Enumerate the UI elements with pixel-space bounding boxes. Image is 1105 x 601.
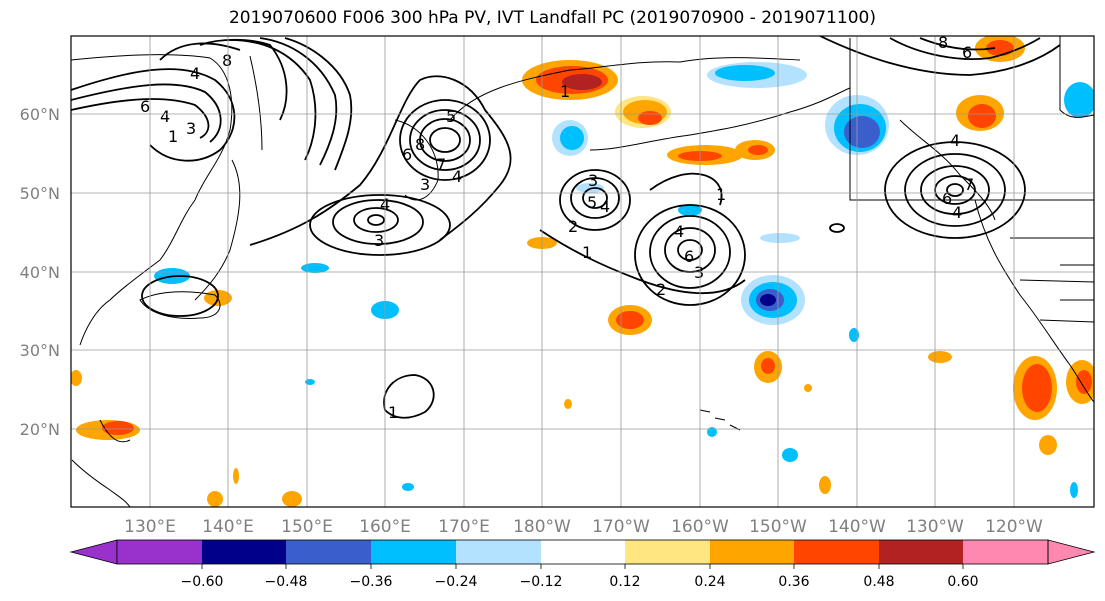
colorbar-segment <box>794 540 879 564</box>
contour-label: 3 <box>186 119 196 138</box>
colorbar-tick-label: 0.60 <box>947 574 978 590</box>
latitude-labels: 60°N 50°N 40°N 30°N 20°N <box>20 105 60 439</box>
contour-label: 7 <box>436 155 446 174</box>
positive-anomaly-blob <box>956 95 1004 131</box>
lon-label: 160°W <box>671 517 729 537</box>
contour-label: 6 <box>402 145 412 164</box>
positive-anomaly-blob <box>975 36 1025 62</box>
contour-label: 4 <box>160 107 170 126</box>
colorbar-segment <box>371 540 456 564</box>
contour-label: 4 <box>600 197 610 216</box>
positive-anomaly-blob <box>754 351 782 383</box>
longitude-labels: 130°E 140°E 150°E 160°E 170°E 180°W 170°… <box>124 517 1043 537</box>
lon-label: 140°E <box>202 517 254 537</box>
colorbar-extend-max <box>1047 539 1096 565</box>
colorbar-segment <box>202 540 286 564</box>
colorbar-segment <box>456 540 541 564</box>
contour-label: 7 <box>964 175 974 194</box>
contour-label: 3 <box>374 231 384 250</box>
contour-label: 1 <box>582 243 592 262</box>
colorbar-tick-label: 0.36 <box>778 574 809 590</box>
lat-label: 40°N <box>20 263 60 282</box>
positive-anomaly-blob <box>76 420 140 440</box>
colorbar-segment <box>541 540 625 564</box>
pv-shading <box>71 36 1094 507</box>
colorbar-tick-label: −0.36 <box>350 574 393 590</box>
colorbar-tick-label: −0.12 <box>520 574 563 590</box>
lon-label: 170°W <box>592 517 650 537</box>
lon-label: 130°W <box>906 517 964 537</box>
colorbar: −0.60 −0.48 −0.36 −0.24 −0.12 0.12 0.24 … <box>69 539 1096 590</box>
contour-label: 2 <box>656 280 666 299</box>
colorbar-segment <box>710 540 794 564</box>
contour-label: 1 <box>388 403 398 422</box>
contour-label: 8 <box>938 33 948 52</box>
lon-label: 140°W <box>828 517 886 537</box>
lon-label: 180°W <box>513 517 571 537</box>
colorbar-tick-label: 0.48 <box>863 574 894 590</box>
colorbar-segment <box>117 540 202 564</box>
contour-label: 8 <box>415 135 425 154</box>
negative-anomaly-blob <box>552 120 588 156</box>
lon-label: 120°W <box>985 517 1043 537</box>
pv-contours <box>71 36 1061 419</box>
positive-anomaly-blob <box>71 237 1057 507</box>
contour-label: 4 <box>452 167 462 186</box>
contour-label: 5 <box>446 107 456 126</box>
colorbar-tick-label: −0.60 <box>181 574 224 590</box>
contour-label: 3 <box>694 263 704 282</box>
colorbar-tick-label: −0.24 <box>435 574 478 590</box>
contour-label: 6 <box>962 43 972 62</box>
contour-label: 1 <box>716 185 726 204</box>
map-title: 2019070600 F006 300 hPa PV, IVT Landfall… <box>228 8 876 28</box>
lat-label: 30°N <box>20 341 60 360</box>
colorbar-tick-label: −0.48 <box>265 574 308 590</box>
graticule <box>71 36 1094 507</box>
contour-label: 4 <box>950 131 960 150</box>
contour-label: 8 <box>222 51 232 70</box>
lat-label: 60°N <box>20 105 60 124</box>
positive-anomaly-blob <box>1013 356 1094 420</box>
contour-label: 4 <box>952 203 962 222</box>
lon-label: 150°E <box>281 517 333 537</box>
contour-label: 2 <box>568 217 578 236</box>
positive-anomaly-blob <box>608 305 652 335</box>
lat-label: 20°N <box>20 420 60 439</box>
colorbar-segment <box>625 540 710 564</box>
contour-label: 6 <box>942 189 952 208</box>
lon-label: 170°E <box>438 517 490 537</box>
positive-anomaly-blob <box>615 96 671 128</box>
contour-label: 4 <box>190 64 200 83</box>
map-frame <box>70 35 1095 508</box>
negative-anomaly-blob <box>707 62 807 88</box>
lon-label: 130°E <box>124 517 176 537</box>
contour-labels: 4 8 6 4 3 1 5 7 8 6 3 4 4 3 5 4 3 2 1 4 … <box>140 33 974 422</box>
contour-label: 5 <box>587 193 597 212</box>
negative-anomaly-blob <box>741 275 805 325</box>
colorbar-segment <box>963 540 1048 564</box>
lat-label: 50°N <box>20 184 60 203</box>
contour-label: 6 <box>140 97 150 116</box>
colorbar-extend-min <box>69 539 118 565</box>
contour-label: 3 <box>588 171 598 190</box>
contour-label: 6 <box>684 247 694 266</box>
contour-label: 4 <box>674 222 684 241</box>
lon-label: 150°W <box>749 517 807 537</box>
colorbar-segment <box>286 540 371 564</box>
lon-label: 160°E <box>359 517 411 537</box>
map-area <box>71 36 1094 507</box>
colorbar-tick-label: 0.12 <box>609 574 640 590</box>
colorbar-segment <box>879 540 963 564</box>
contour-label: 1 <box>168 127 178 146</box>
contour-label: 3 <box>420 175 430 194</box>
contour-label: 1 <box>560 82 570 101</box>
colorbar-tick-label: 0.24 <box>694 574 725 590</box>
